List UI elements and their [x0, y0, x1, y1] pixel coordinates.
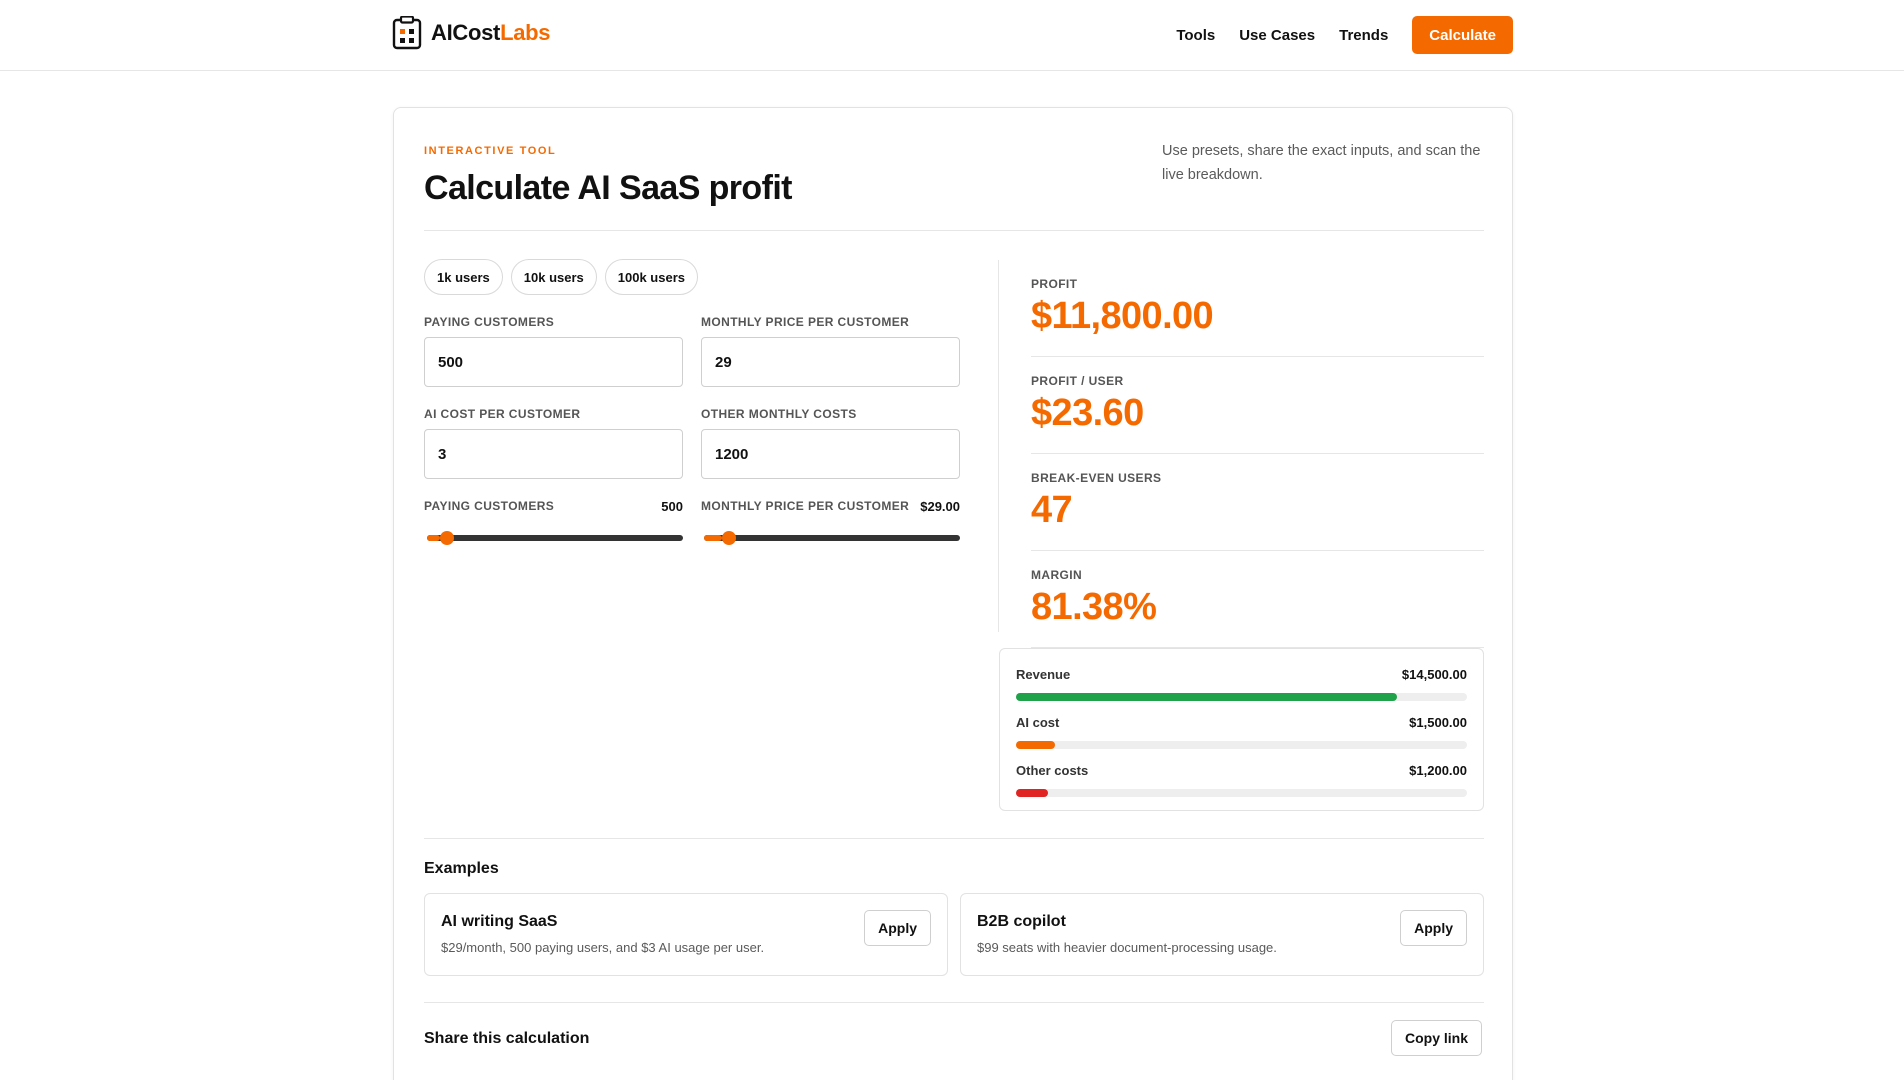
ai-cost-label: AI COST PER CUSTOMER	[424, 407, 581, 421]
divider	[424, 1002, 1484, 1003]
ai-cost-input[interactable]	[424, 429, 683, 479]
other-costs-label: OTHER MONTHLY COSTS	[701, 407, 857, 421]
breakdown-track	[1016, 741, 1467, 749]
main-nav: Tools Use Cases Trends Calculate	[1176, 16, 1513, 54]
metric-label: BREAK-EVEN USERS	[1031, 471, 1162, 485]
share-title: Share this calculation	[424, 1030, 590, 1047]
customers-slider-fill	[427, 535, 440, 541]
metric-value: $11,800.00	[1031, 295, 1214, 337]
metric-margin: MARGIN 81.38%	[1031, 551, 1484, 648]
calculator-logo-icon	[392, 15, 422, 50]
preset-100k-users[interactable]: 100k users	[604, 259, 698, 295]
examples-title: Examples	[424, 860, 499, 877]
metric-label: PROFIT / USER	[1031, 374, 1124, 388]
price-slider-fill	[704, 535, 722, 541]
breakdown-value: $14,500.00	[1401, 667, 1467, 682]
calculate-button[interactable]: Calculate	[1412, 16, 1513, 54]
customers-slider[interactable]	[427, 531, 683, 545]
copy-link-button[interactable]: Copy link	[1390, 1020, 1482, 1056]
breakdown-track	[1016, 789, 1467, 797]
paying-customers-label: PAYING CUSTOMERS	[424, 315, 555, 329]
price-slider[interactable]	[704, 531, 960, 545]
breakdown-track	[1016, 693, 1467, 701]
price-slider-label: MONTHLY PRICE PER CUSTOMER	[701, 499, 910, 513]
eyebrow: INTERACTIVE TOOL	[424, 145, 557, 157]
results-divider	[998, 260, 999, 632]
metric-profit-per-user: PROFIT / USER $23.60	[1031, 357, 1484, 454]
example-card-b2b-copilot: B2B copilot $99 seats with heavier docum…	[960, 893, 1484, 976]
preset-1k-users[interactable]: 1k users	[424, 259, 503, 295]
monthly-price-label: MONTHLY PRICE PER CUSTOMER	[701, 315, 910, 329]
example-desc: $29/month, 500 paying users, and $3 AI u…	[441, 940, 765, 955]
breakdown-label: AI cost	[1016, 715, 1060, 730]
paying-customers-input[interactable]	[424, 337, 683, 387]
customers-slider-label: PAYING CUSTOMERS	[424, 499, 555, 513]
customers-slider-value: 500	[661, 499, 683, 514]
page-title: Calculate AI SaaS profit	[424, 169, 792, 207]
metric-value: 81.38%	[1031, 586, 1157, 628]
divider	[424, 230, 1484, 231]
breakdown-label: Other costs	[1016, 763, 1089, 778]
breakdown-value: $1,500.00	[1409, 715, 1467, 730]
example-card-ai-writing: AI writing SaaS $29/month, 500 paying us…	[424, 893, 948, 976]
breakdown-bar-ai-cost	[1016, 741, 1056, 749]
tool-description: Use presets, share the exact inputs, and…	[1162, 143, 1481, 183]
apply-button[interactable]: Apply	[864, 910, 931, 946]
cost-breakdown: Revenue $14,500.00 AI cost $1,500.00 Oth…	[999, 648, 1484, 811]
price-slider-thumb[interactable]	[721, 531, 736, 545]
monthly-price-input[interactable]	[701, 337, 960, 387]
breakdown-bar-other-costs	[1016, 789, 1048, 797]
preset-group: 1k users 10k users 100k users	[424, 259, 706, 295]
metric-break-even: BREAK-EVEN USERS 47	[1031, 454, 1484, 551]
metric-label: MARGIN	[1031, 568, 1083, 582]
breakdown-value: $1,200.00	[1409, 763, 1467, 778]
example-title: B2B copilot	[977, 913, 1066, 930]
nav-use-cases[interactable]: Use Cases	[1239, 26, 1316, 44]
breakdown-bar-revenue	[1016, 693, 1398, 701]
example-title: AI writing SaaS	[441, 913, 558, 930]
logo-text: AICostLabs	[431, 20, 551, 45]
metric-profit: PROFIT $11,800.00	[1031, 260, 1484, 357]
divider	[424, 838, 1484, 839]
metric-value: 47	[1031, 489, 1073, 531]
apply-button[interactable]: Apply	[1400, 910, 1467, 946]
nav-trends[interactable]: Trends	[1339, 26, 1389, 44]
calculator-card: INTERACTIVE TOOL Calculate AI SaaS profi…	[393, 107, 1513, 1080]
other-costs-input[interactable]	[701, 429, 960, 479]
example-desc: $99 seats with heavier document-processi…	[977, 940, 1277, 955]
customers-slider-thumb[interactable]	[439, 531, 454, 545]
logo[interactable]: AICostLabs	[392, 15, 551, 50]
metric-value: $23.60	[1031, 392, 1144, 434]
site-header: AICostLabs Tools Use Cases Trends Calcul…	[0, 0, 1904, 71]
nav-tools[interactable]: Tools	[1176, 26, 1216, 44]
breakdown-label: Revenue	[1016, 667, 1071, 682]
preset-10k-users[interactable]: 10k users	[510, 259, 597, 295]
price-slider-value: $29.00	[920, 499, 960, 514]
metric-label: PROFIT	[1031, 277, 1078, 291]
